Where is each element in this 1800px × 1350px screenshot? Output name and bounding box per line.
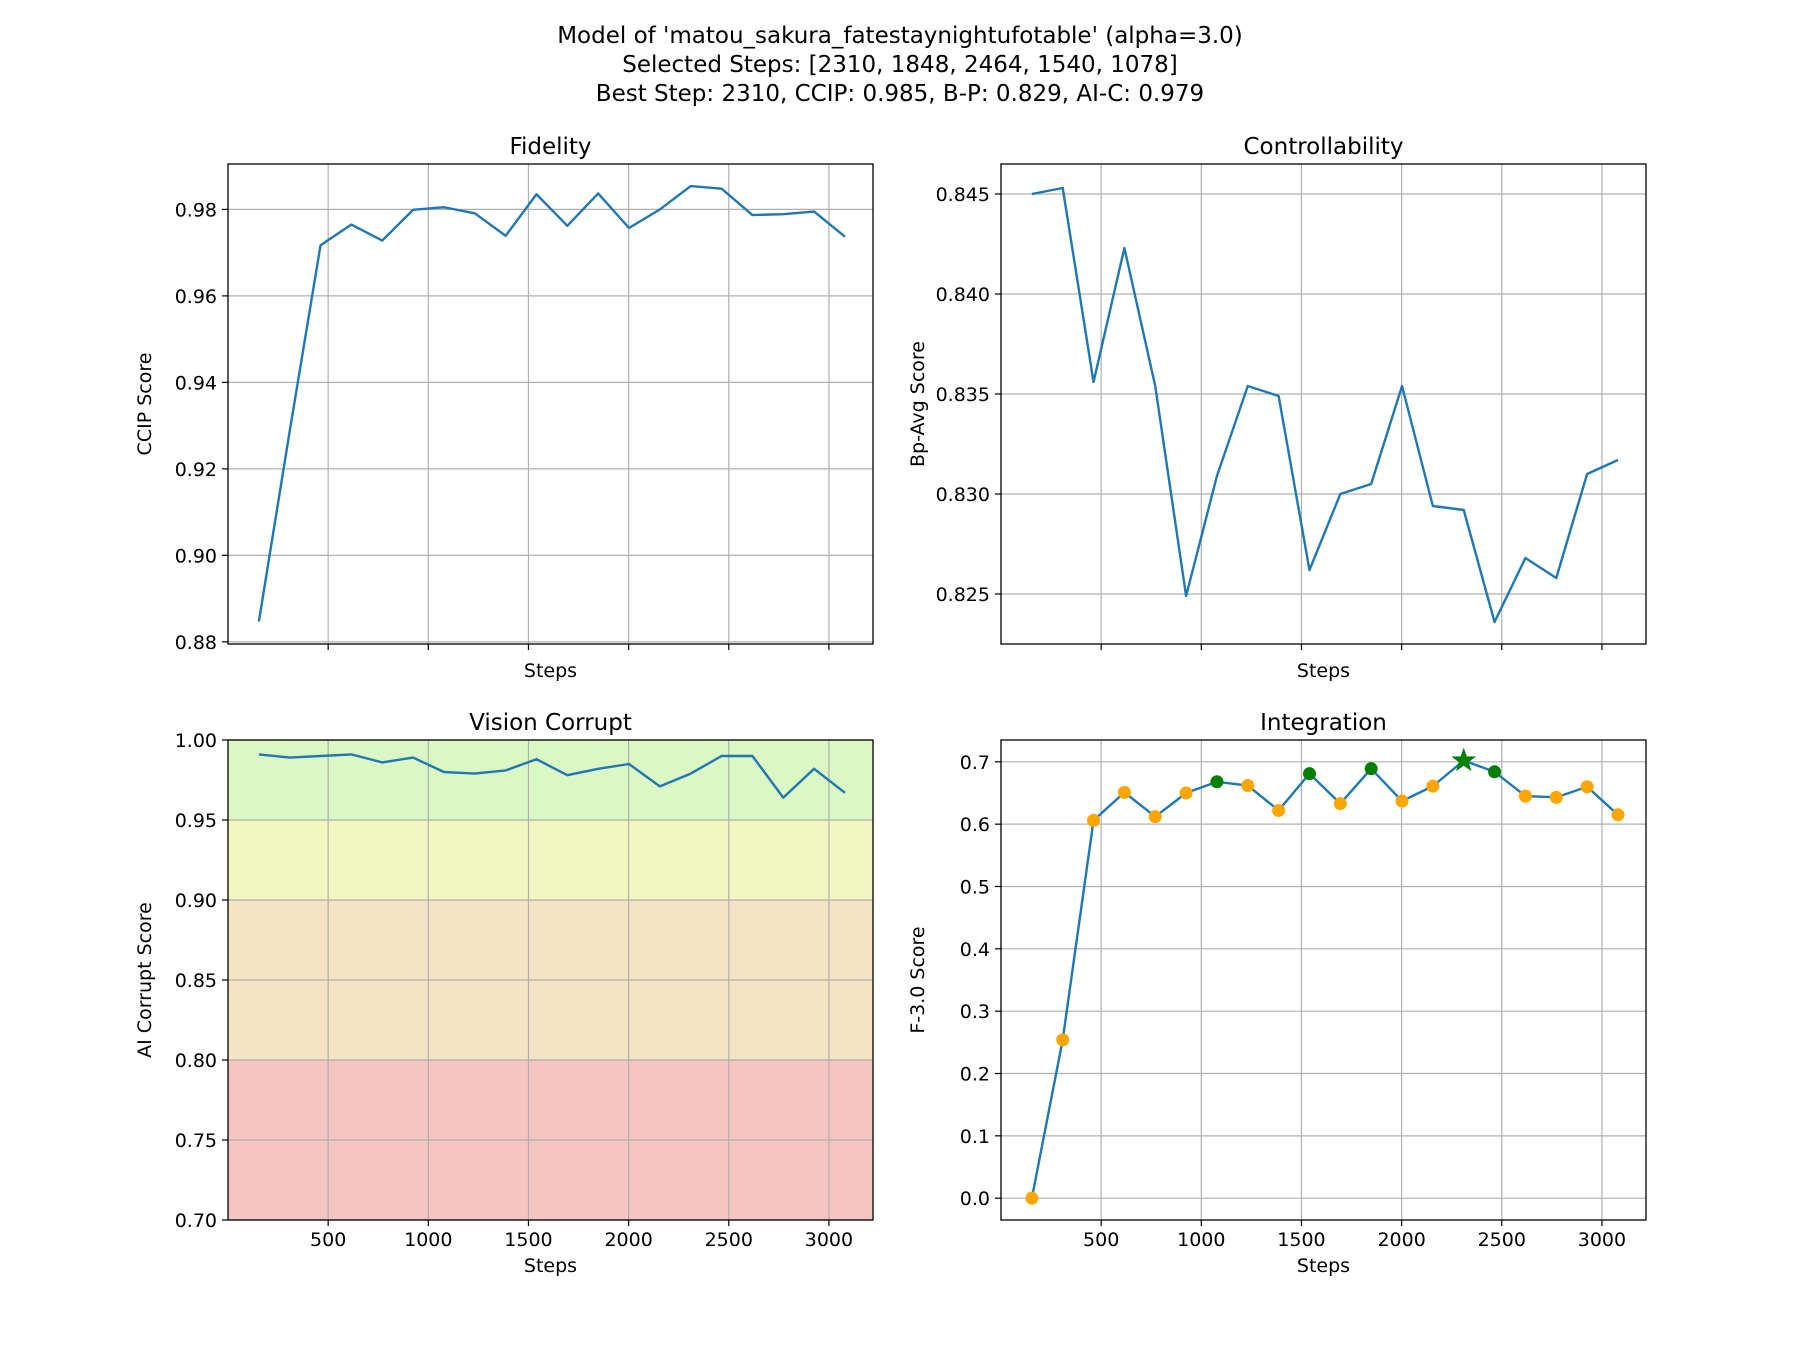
integration-point-marker — [1580, 780, 1594, 794]
controllability-ylabel: Bp-Avg Score — [907, 341, 929, 467]
chart-controllability: 0.825 0.830 0.835 0.840 0.845 Controllability… — [907, 134, 1647, 682]
controllability-ytick-label: 0.845 — [936, 184, 990, 206]
integration-point-marker — [1179, 786, 1193, 800]
integration-xtick-label: 500 — [1083, 1229, 1119, 1251]
figure-title-line-2: Selected Steps: [2310, 1848, 2464, 1540,… — [622, 52, 1178, 78]
figure-title-line-3: Best Step: 2310, CCIP: 0.985, B-P: 0.829… — [595, 81, 1205, 107]
controllability-ytick-label: 0.830 — [936, 484, 990, 506]
integration-xtick-label: 3000 — [1578, 1229, 1626, 1251]
vision_corrupt-ytick-label: 0.70 — [175, 1210, 217, 1232]
integration-point-marker — [1087, 813, 1101, 827]
vision_corrupt-title: Vision Corrupt — [469, 710, 632, 736]
fidelity-ytick-label: 0.88 — [175, 632, 217, 654]
integration-ytick-label: 0.1 — [960, 1126, 990, 1148]
fidelity-title: Fidelity — [509, 134, 591, 160]
integration-point-marker — [1611, 808, 1625, 822]
chart-vision_corrupt: 500 1000 1500 2000 2500 3000 0.70 0.75 0.80 0.85 0… — [134, 710, 874, 1277]
fidelity-axes-frame — [227, 163, 874, 645]
integration-ytick-label: 0.2 — [960, 1064, 990, 1086]
figure-title: Model of 'matou_sakura_fatestaynightufot… — [0, 22, 1800, 109]
vision_corrupt-ytick-label: 0.90 — [175, 890, 217, 912]
vision_corrupt-ytick-label: 1.00 — [175, 730, 217, 752]
integration-point-marker — [1056, 1033, 1070, 1047]
fidelity-ytick-label: 0.94 — [175, 372, 217, 394]
integration-series-line — [1030, 759, 1619, 1199]
integration-xtick-label: 2000 — [1377, 1229, 1425, 1251]
fidelity-ylabel: CCIP Score — [134, 353, 156, 456]
vision_corrupt-xtick-label: 1000 — [404, 1229, 452, 1251]
integration-selected-marker — [1488, 765, 1502, 779]
fidelity-series-line — [257, 184, 846, 622]
chart-integration: 500 1000 1500 2000 2500 3000 0.0 0.1 0.2 0.3 0.4 0.… — [907, 710, 1647, 1277]
vision_corrupt-xtick-label: 500 — [310, 1229, 346, 1251]
controllability-ytick-label: 0.840 — [936, 284, 990, 306]
integration-point-marker — [1426, 779, 1440, 793]
vision_corrupt-ytick-label: 0.80 — [175, 1050, 217, 1072]
integration-point-marker — [1117, 785, 1131, 799]
integration-ylabel: F-3.0 Score — [907, 926, 929, 1033]
integration-axes-frame — [1000, 739, 1647, 1221]
controllability-ytick-label: 0.835 — [936, 384, 990, 406]
integration-ytick-label: 0.5 — [960, 876, 990, 898]
integration-selected-marker — [1364, 762, 1378, 776]
integration-point-marker — [1395, 794, 1409, 808]
controllability-series-line — [1031, 186, 1619, 624]
integration-selected-marker — [1302, 767, 1316, 781]
integration-xtick-label: 2500 — [1478, 1229, 1526, 1251]
integration-point-marker — [1272, 803, 1286, 817]
integration-point-marker — [1549, 790, 1563, 804]
vision_corrupt-ytick-label: 0.85 — [175, 970, 217, 992]
controllability-title: Controllability — [1243, 134, 1403, 160]
vision_corrupt-xtick-label: 3000 — [805, 1229, 853, 1251]
controllability-ytick-label: 0.825 — [936, 584, 990, 606]
figure-title-line-1: Model of 'matou_sakura_fatestaynightufot… — [557, 23, 1243, 49]
integration-point-marker — [1148, 810, 1162, 824]
integration-title: Integration — [1260, 710, 1387, 736]
integration-xtick-label: 1500 — [1277, 1229, 1325, 1251]
fidelity-xlabel: Steps — [524, 660, 577, 682]
fidelity-ytick-label: 0.96 — [175, 286, 217, 308]
vision_corrupt-ytick-label: 0.75 — [175, 1130, 217, 1152]
integration-xlabel: Steps — [1297, 1255, 1350, 1277]
vision_corrupt-xlabel: Steps — [524, 1255, 577, 1277]
integration-point-marker — [1241, 779, 1255, 793]
integration-xtick-label: 1000 — [1177, 1229, 1225, 1251]
integration-point-marker — [1025, 1191, 1039, 1205]
vision_corrupt-ytick-label: 0.95 — [175, 810, 217, 832]
controllability-xlabel: Steps — [1297, 660, 1350, 682]
vision_corrupt-series-line — [258, 753, 846, 799]
integration-ytick-label: 0.0 — [960, 1188, 990, 1210]
vision_corrupt-band-0 — [228, 740, 873, 820]
integration-point-marker — [1333, 797, 1347, 811]
fidelity-ytick-label: 0.92 — [175, 459, 217, 481]
integration-best-marker — [1451, 747, 1477, 772]
integration-ytick-label: 0.6 — [960, 814, 990, 836]
integration-selected-marker — [1210, 775, 1224, 789]
fidelity-ytick-label: 0.90 — [175, 545, 217, 567]
vision_corrupt-ylabel: AI Corrupt Score — [134, 902, 156, 1058]
vision_corrupt-band-1 — [228, 820, 873, 900]
vision_corrupt-xtick-label: 2000 — [604, 1229, 652, 1251]
integration-ytick-label: 0.7 — [960, 752, 990, 774]
fidelity-ytick-label: 0.98 — [175, 199, 217, 221]
integration-point-marker — [1518, 789, 1532, 803]
vision_corrupt-xtick-label: 1500 — [504, 1229, 552, 1251]
integration-ytick-label: 0.4 — [960, 939, 990, 961]
vision_corrupt-xtick-label: 2500 — [705, 1229, 753, 1251]
chart-fidelity: 0.88 0.90 0.92 0.94 0.96 0.98 Fidelity Steps CCI… — [134, 134, 874, 682]
integration-ytick-label: 0.3 — [960, 1001, 990, 1023]
controllability-axes-frame — [1000, 163, 1647, 645]
